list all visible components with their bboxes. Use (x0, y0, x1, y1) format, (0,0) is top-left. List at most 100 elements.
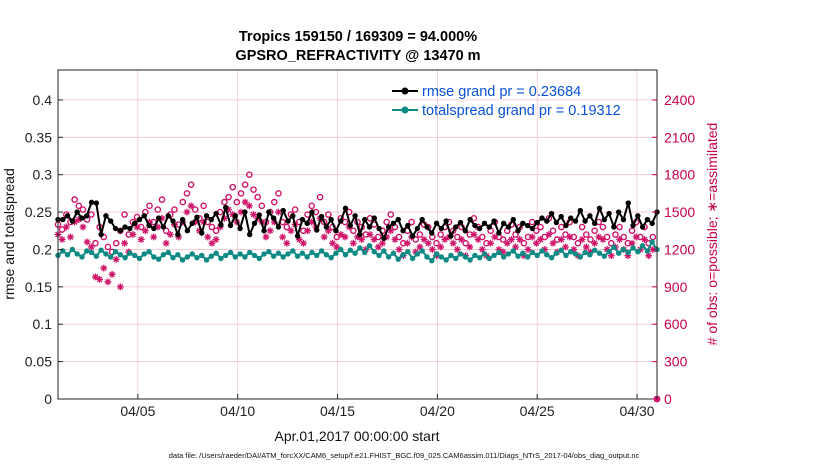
totalspread-point (409, 255, 416, 262)
x-tick-label: 04/30 (620, 403, 655, 419)
totalspread-point (170, 254, 176, 261)
obs-possible-point (162, 227, 170, 235)
asterisk-stroke (545, 231, 552, 238)
rmse-point (539, 215, 545, 221)
asterisk-stroke (583, 244, 590, 250)
rmse-point (103, 213, 109, 219)
obs-assimilated-point (491, 233, 499, 241)
rmse-point (155, 215, 162, 221)
obs-possible-point (246, 171, 253, 178)
asterisk-stroke (150, 234, 157, 240)
obs-possible-point (187, 181, 195, 188)
obs-possible-point (437, 231, 444, 238)
rmse-point (266, 209, 272, 215)
obs-assimilated-point (266, 227, 274, 235)
rmse-point (649, 220, 655, 226)
totalspread-point (510, 248, 516, 254)
asterisk-stroke (321, 234, 328, 240)
rmse-point (127, 225, 133, 232)
asterisk-stroke (333, 244, 340, 250)
totalspread-point (457, 251, 464, 257)
totalspread-point (74, 251, 80, 257)
asterisk-stroke (138, 236, 145, 243)
rmse-point (194, 214, 200, 221)
asterisk-stroke (134, 224, 140, 230)
obs-possible-point (616, 223, 623, 231)
asterisk-stroke (616, 236, 623, 243)
obs-possible-point (146, 202, 153, 210)
asterisk-stroke (288, 227, 294, 234)
rmse-point (572, 218, 579, 224)
obs-assimilated-point (578, 236, 586, 243)
asterisk-stroke (600, 236, 606, 243)
obs-assimilated-point (329, 239, 336, 247)
totalspread-point (237, 251, 243, 257)
totalspread-point (572, 251, 579, 257)
totalspread-point (352, 250, 358, 256)
obs-possible-point (271, 198, 278, 206)
totalspread-point (381, 248, 387, 254)
obs-assimilated-point (304, 227, 311, 235)
rmse-point (64, 213, 71, 219)
totalspread-point (582, 249, 588, 256)
obs-possible-point (591, 227, 598, 235)
asterisk-stroke (566, 234, 573, 240)
obs-assimilated-point (129, 231, 137, 238)
totalspread-point (635, 248, 641, 255)
rmse-point (146, 222, 152, 229)
y-tick-label: 0.3 (33, 167, 53, 183)
y-tick-label: 0.35 (25, 129, 52, 145)
obs-assimilated-point (141, 227, 149, 235)
obs-possible-point (537, 223, 544, 231)
rmse-point (251, 220, 258, 226)
rmse-point (577, 207, 584, 214)
rmse-point (108, 218, 114, 224)
rmse-point (395, 216, 401, 223)
obs-possible-point (578, 223, 586, 231)
totalspread-point (270, 253, 277, 259)
y-tick-label: 0.05 (25, 354, 52, 370)
totalspread-point (117, 251, 123, 258)
chart-title: Tropics 159150 / 169309 = 94.000% (239, 29, 477, 45)
rmse-point (385, 224, 392, 230)
rmse-point (457, 219, 464, 226)
rmse-point (179, 216, 186, 223)
totalspread-point (419, 248, 425, 254)
asterisk-stroke (508, 236, 515, 243)
rmse-point (328, 216, 334, 223)
rmse-point (371, 215, 377, 221)
totalspread-point (290, 248, 296, 254)
totalspread-point (232, 254, 239, 260)
totalspread-point (453, 255, 459, 262)
rmse-point (256, 212, 262, 218)
totalspread-point (189, 251, 195, 257)
obs-assimilated-point (487, 239, 495, 247)
rmse-point (79, 215, 85, 221)
rmse-point (553, 219, 560, 226)
obs-possible-point (350, 227, 357, 235)
totalspread-point (520, 250, 526, 256)
rmse-point (131, 220, 138, 226)
totalspread-point (544, 251, 550, 258)
rmse-point (93, 200, 100, 206)
obs-assimilated-point (449, 239, 457, 247)
rmse-point (443, 218, 449, 224)
obs-assimilated-point (557, 236, 565, 243)
asterisk-stroke (595, 234, 602, 240)
rmse-point (227, 222, 234, 229)
asterisk-stroke (358, 236, 365, 243)
obs-assimilated-point (208, 239, 216, 247)
totalspread-point (438, 254, 445, 260)
rmse-point (323, 224, 330, 230)
obs-assimilated-point (341, 233, 349, 241)
totalspread-point (587, 251, 593, 258)
asterisk-stroke (529, 234, 536, 240)
obs-assimilated-point (300, 239, 307, 247)
obs-assimilated-point (370, 236, 378, 243)
rmse-point (285, 218, 291, 224)
totalspread-point (246, 249, 253, 256)
rmse-point (223, 204, 229, 211)
totalspread-point (251, 252, 258, 259)
rmse-point (639, 224, 646, 230)
rmse-point (520, 220, 526, 226)
